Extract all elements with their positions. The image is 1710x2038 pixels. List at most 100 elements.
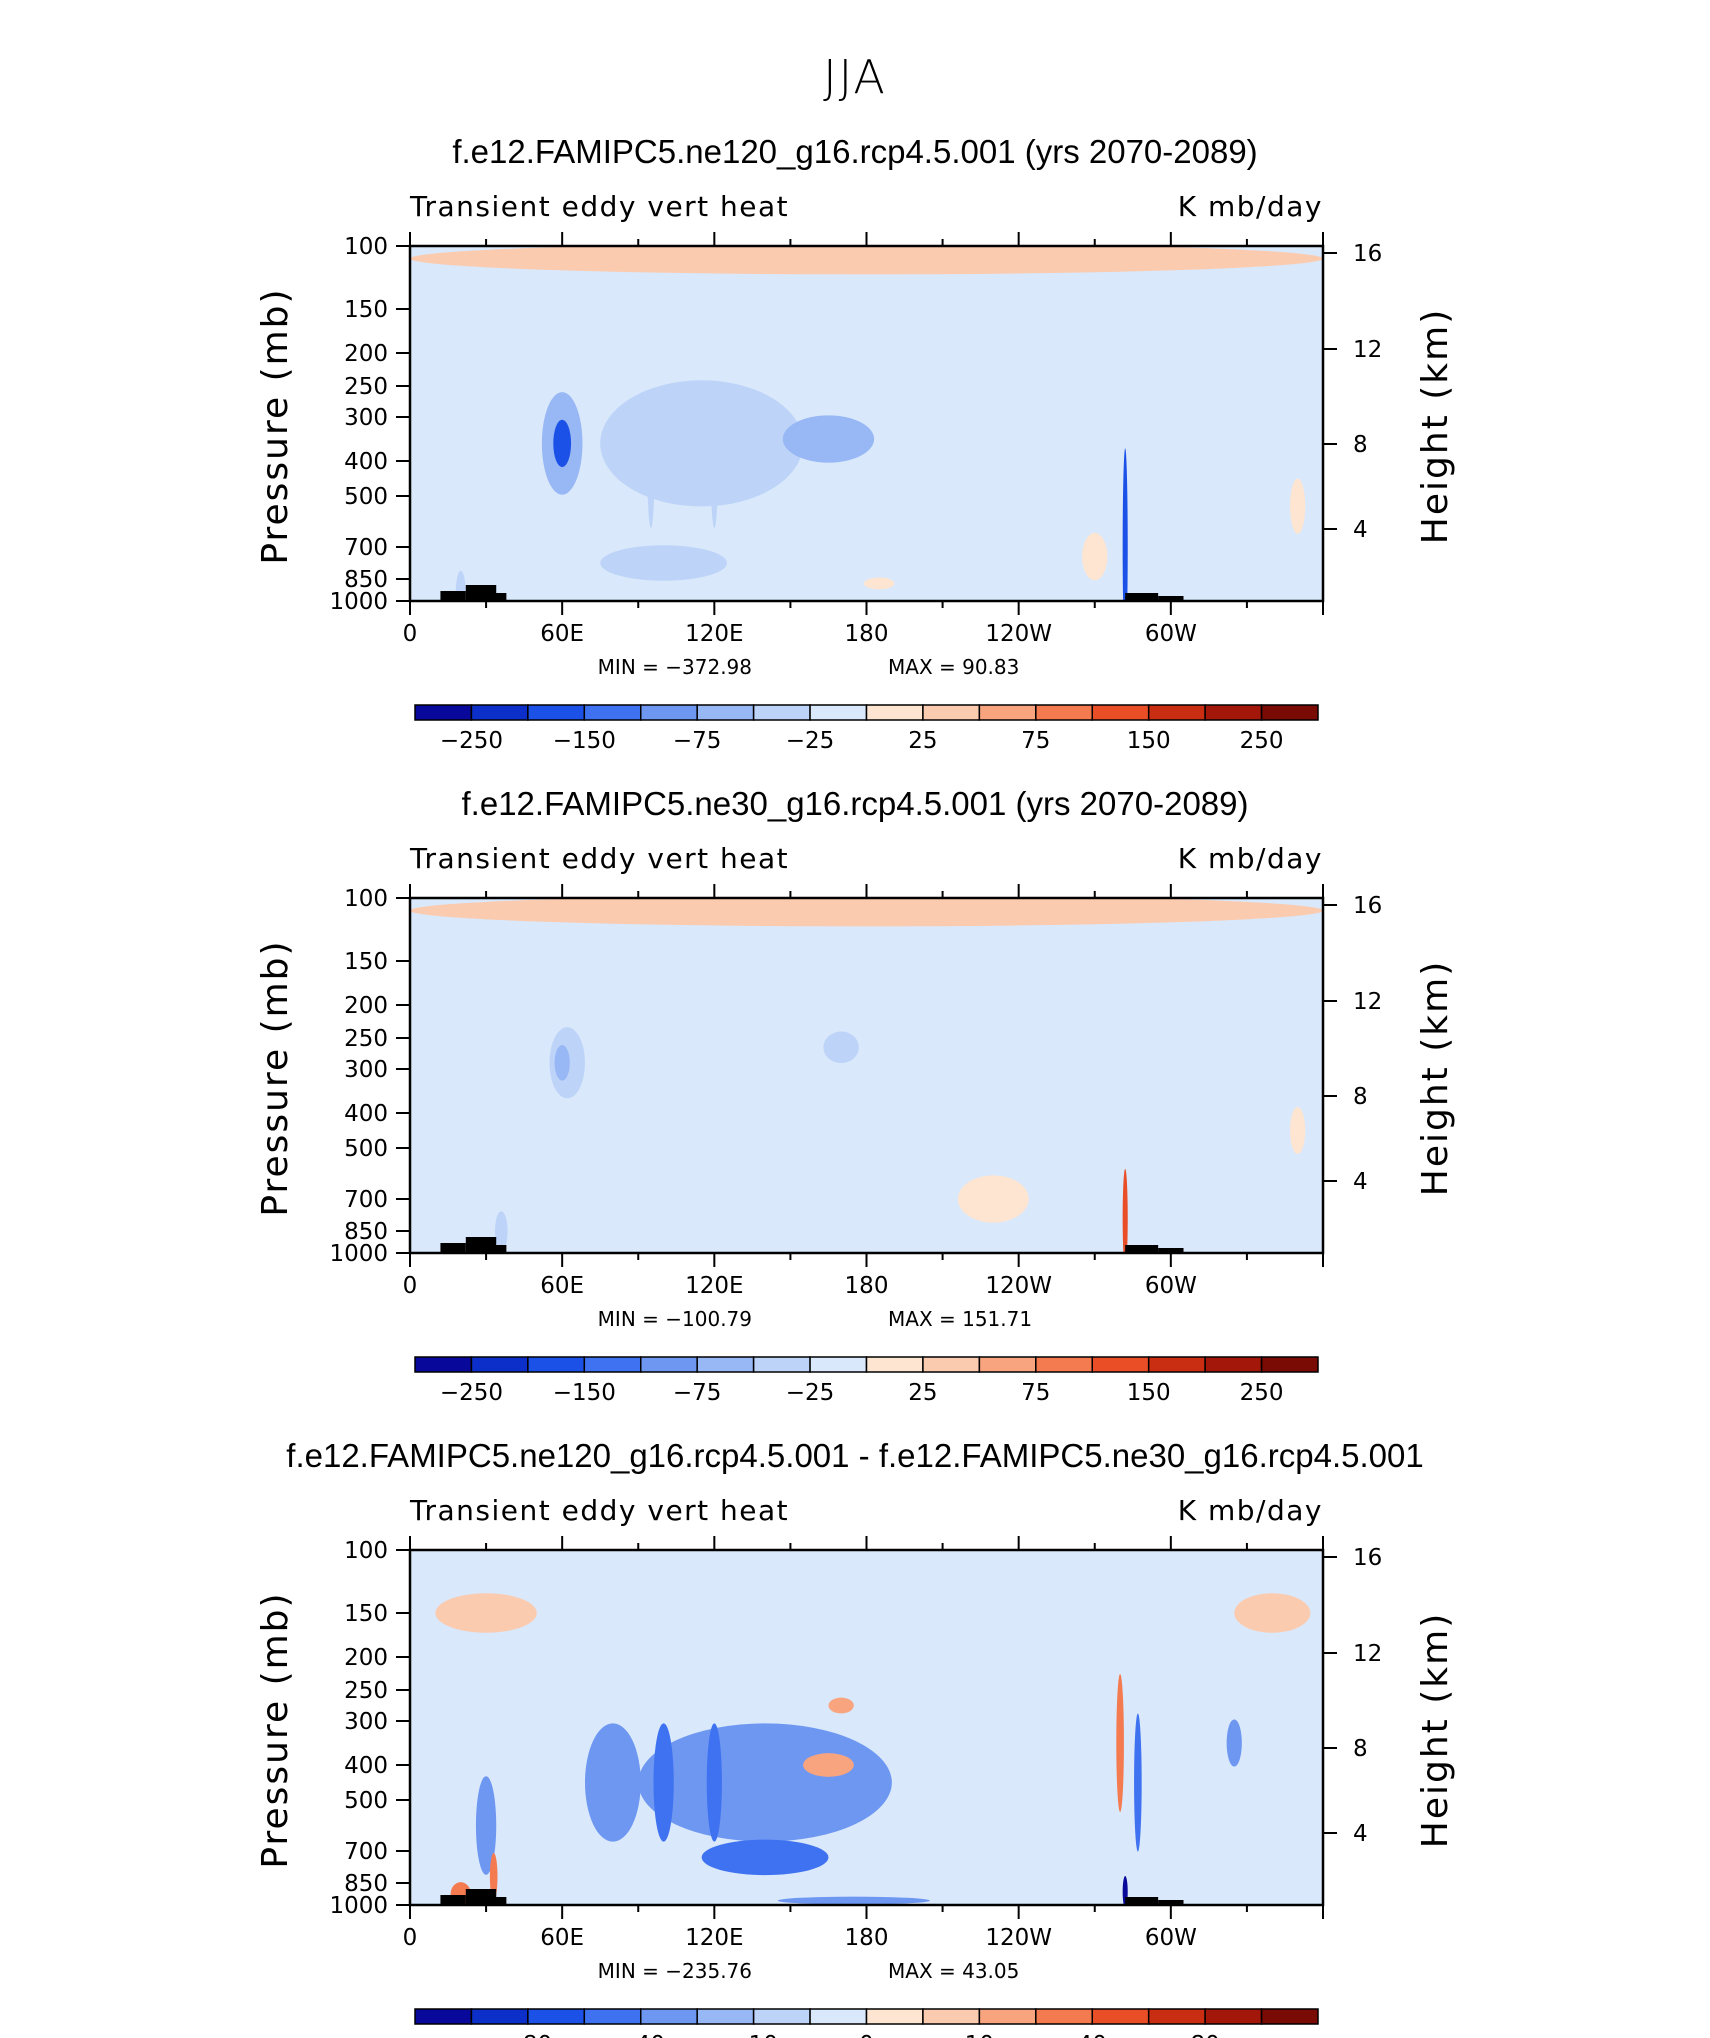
colorbar-box <box>414 1356 473 1373</box>
field-background <box>410 1550 1323 1905</box>
colorbar-box <box>1204 704 1263 721</box>
colorbar-box <box>640 704 698 721</box>
panel-left-string: Transient eddy vert heat <box>409 1494 789 1527</box>
field-feature <box>1290 478 1306 534</box>
field-feature <box>553 419 572 468</box>
colorbar-label: 75 <box>1021 1380 1050 1406</box>
y-tick-label: 300 <box>344 1709 388 1735</box>
colorbar-box <box>865 1356 924 1373</box>
colorbar-label: 150 <box>1127 1380 1171 1406</box>
colorbar-box <box>696 2008 755 2025</box>
colorbar-label: −25 <box>786 1380 835 1406</box>
colorbar-box <box>809 2008 868 2025</box>
x-tick-label: 60W <box>1145 1273 1197 1299</box>
colorbar-box <box>1204 2008 1263 2025</box>
y-tick-label: 1000 <box>329 1241 388 1267</box>
colorbar-box <box>809 704 868 721</box>
y-tick-label: 300 <box>344 405 388 431</box>
panel-units: K mb/day <box>1178 842 1323 875</box>
colorbar-box <box>583 704 642 721</box>
y2-tick-label: 8 <box>1353 1736 1368 1762</box>
y-tick-label: 850 <box>344 1871 388 1897</box>
field-feature <box>828 1697 854 1714</box>
colorbar-label: −75 <box>673 728 722 754</box>
y-tick-label: 1000 <box>329 589 388 615</box>
colorbar-box <box>1147 704 1206 721</box>
y-tick-label: 400 <box>344 449 388 475</box>
colorbar-box <box>922 2008 981 2025</box>
field-feature <box>1134 1713 1142 1852</box>
y-tick-label: 400 <box>344 1753 388 1779</box>
x-tick-label: 120W <box>985 1925 1052 1951</box>
topography-mask <box>493 1245 507 1253</box>
x-tick-label: 60W <box>1145 1925 1197 1951</box>
field-feature <box>1122 448 1128 601</box>
field-feature <box>1234 1593 1311 1633</box>
field-feature <box>647 393 655 529</box>
chart-panel-1: f.e12.FAMIPC5.ne120_g16.rcp4.5.001 (yrs … <box>255 133 1456 754</box>
colorbar-box <box>1147 1356 1206 1373</box>
y-tick-label: 300 <box>344 1057 388 1083</box>
x-tick-label: 60E <box>540 621 584 647</box>
field-feature <box>410 898 1323 927</box>
y-tick-label: 700 <box>344 1187 388 1213</box>
field-feature <box>701 1839 829 1876</box>
field-feature <box>435 1593 537 1633</box>
colorbar-box <box>527 1356 586 1373</box>
topography-mask <box>465 1889 497 1905</box>
x-tick-label: 60W <box>1145 621 1197 647</box>
x-tick-label: 120E <box>685 1925 743 1951</box>
y2-axis-title: Height (km) <box>1415 308 1456 544</box>
field-feature <box>475 1776 497 1875</box>
field-feature <box>600 380 804 507</box>
field-feature <box>600 545 728 581</box>
colorbar-box <box>470 2008 529 2025</box>
colorbar-box <box>752 1356 811 1373</box>
colorbar-box <box>414 704 473 721</box>
y2-tick-label: 12 <box>1353 1641 1382 1667</box>
colorbar-box <box>1260 2008 1319 2025</box>
colorbar-box <box>809 1356 868 1373</box>
colorbar-box <box>470 1356 529 1373</box>
x-tick-label: 60E <box>540 1273 584 1299</box>
colorbar-box <box>1035 704 1093 721</box>
colorbar-box <box>1147 2008 1206 2025</box>
topography-mask <box>1125 1897 1159 1905</box>
panel-title: f.e12.FAMIPC5.ne120_g16.rcp4.5.001 - f.e… <box>286 1437 1423 1474</box>
min-value: MIN = −235.76 <box>598 1959 752 1983</box>
y-tick-label: 850 <box>344 567 388 593</box>
contour-field <box>410 1550 1323 1905</box>
y-tick-label: 150 <box>344 949 388 975</box>
colorbar-label: 250 <box>1240 728 1284 754</box>
x-tick-label: 120E <box>685 1273 743 1299</box>
field-feature <box>494 1211 508 1251</box>
colorbar-box <box>583 2008 642 2025</box>
field-feature <box>706 1723 722 1842</box>
x-tick-label: 0 <box>403 621 418 647</box>
colorbar-box <box>527 704 586 721</box>
y-tick-label: 1000 <box>329 1893 388 1919</box>
y-tick-label: 100 <box>344 1538 388 1564</box>
y-tick-label: 250 <box>344 1678 388 1704</box>
colorbar-label: −10 <box>729 2032 778 2038</box>
colorbar-label: 80 <box>1190 2032 1219 2038</box>
topography-mask <box>440 591 466 601</box>
panel-title: f.e12.FAMIPC5.ne30_g16.rcp4.5.001 (yrs 2… <box>462 785 1249 822</box>
panel-title: f.e12.FAMIPC5.ne120_g16.rcp4.5.001 (yrs … <box>452 133 1257 170</box>
field-feature <box>1116 1673 1124 1813</box>
topography-mask <box>1158 1248 1184 1253</box>
field-feature <box>479 494 488 601</box>
y2-tick-label: 12 <box>1353 989 1382 1015</box>
y2-tick-label: 8 <box>1353 1084 1368 1110</box>
y-axis-title: Pressure (mb) <box>255 1591 296 1868</box>
colorbar-box <box>865 2008 924 2025</box>
colorbar-label: −150 <box>553 728 616 754</box>
colorbar-box <box>1091 2008 1150 2025</box>
y-axis-title: Pressure (mb) <box>255 939 296 1216</box>
y-tick-label: 500 <box>344 1788 388 1814</box>
max-value: MAX = 151.71 <box>888 1307 1032 1331</box>
colorbar-label: 0 <box>859 2032 874 2038</box>
colorbar-box <box>978 1356 1037 1373</box>
field-feature <box>957 1175 1029 1223</box>
field-feature <box>803 1753 854 1777</box>
